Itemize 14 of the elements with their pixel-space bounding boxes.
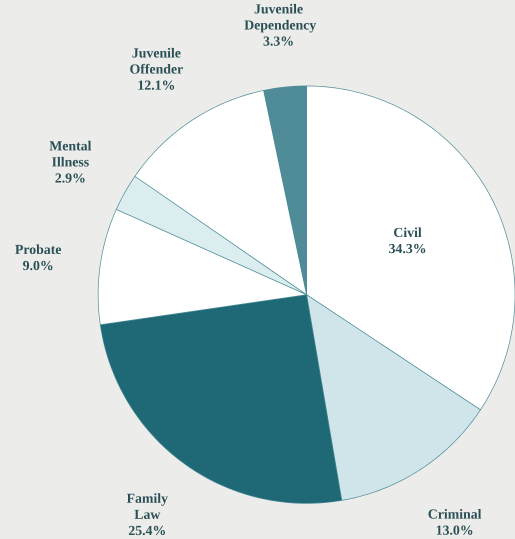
- slice-label: Mental Illness: [49, 140, 92, 167]
- slice-label: Juvenile Dependency: [244, 4, 316, 32]
- slice-label: Family Law: [126, 493, 168, 519]
- data-label: 3.3%: [263, 36, 293, 46]
- data-label: 25.4%: [128, 526, 165, 536]
- data-label: 2.9%: [55, 173, 84, 183]
- slice-label: Civil: [394, 227, 422, 238]
- data-label: 13.0%: [436, 525, 472, 535]
- data-label: 34.3%: [388, 244, 426, 254]
- slice-label: Probate: [14, 244, 61, 254]
- slice-label: Juvenile Offender: [130, 48, 183, 74]
- data-label: 12.1%: [138, 80, 174, 90]
- data-label: 9.0%: [22, 260, 52, 270]
- slice-label: Criminal: [428, 508, 482, 519]
